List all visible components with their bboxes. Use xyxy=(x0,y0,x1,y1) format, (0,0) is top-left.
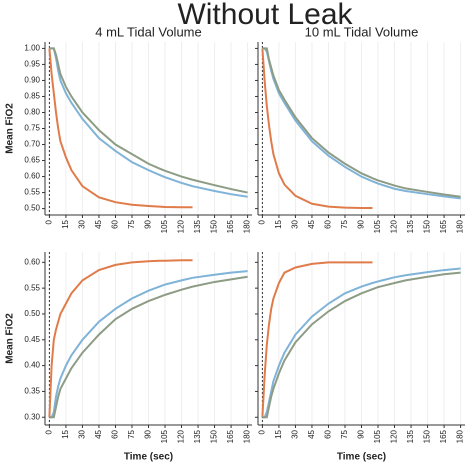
y-tick-label: 0.35 xyxy=(24,387,40,396)
x-tick-label: 90 xyxy=(144,219,153,228)
x-tick-label: 150 xyxy=(423,219,432,233)
y-tick-label: 0.60 xyxy=(24,172,40,181)
x-tick-label: 45 xyxy=(94,219,103,228)
y-tick-label: 0.75 xyxy=(24,124,40,133)
y-axis-label: Mean FiO2 xyxy=(5,103,16,154)
x-tick-label: 135 xyxy=(406,219,415,233)
y-tick-label: 0.55 xyxy=(24,188,40,197)
data-line xyxy=(49,270,248,419)
x-tick-label: 30 xyxy=(291,219,300,228)
y-tick-label: 0.70 xyxy=(24,140,40,149)
y-tick-label: 0.45 xyxy=(24,335,40,344)
data-line xyxy=(48,259,193,418)
y-axis-label: Mean FiO2 xyxy=(5,313,16,364)
x-tick-label: 75 xyxy=(127,219,136,228)
y-tick-label: 0.50 xyxy=(24,309,40,318)
x-tick-label: 60 xyxy=(324,429,333,438)
x-tick-label: 165 xyxy=(226,429,235,443)
x-tick-label: 30 xyxy=(78,219,87,228)
y-tick-label: 1.00 xyxy=(24,44,40,53)
x-tick-label: 60 xyxy=(111,219,120,228)
data-line xyxy=(262,47,461,198)
x-tick-label: 0 xyxy=(45,429,54,434)
y-tick-label: 0.90 xyxy=(24,76,40,85)
x-tick-label: 165 xyxy=(226,219,235,233)
figure-title: Without Leak xyxy=(177,0,353,31)
x-tick-label: 15 xyxy=(61,429,70,438)
x-tick-label: 135 xyxy=(193,429,202,443)
x-tick-label: 150 xyxy=(210,219,219,233)
x-tick-label: 120 xyxy=(390,429,399,443)
data-line xyxy=(48,48,193,209)
data-line xyxy=(262,271,461,419)
x-tick-label: 45 xyxy=(307,429,316,438)
panel-title: 10 mL Tidal Volume xyxy=(305,24,419,39)
panel-title: 4 mL Tidal Volume xyxy=(95,24,201,39)
x-tick-label: 0 xyxy=(258,429,267,434)
y-tick-label: 0.55 xyxy=(24,283,40,292)
x-tick-label: 105 xyxy=(160,219,169,233)
x-tick-label: 180 xyxy=(456,429,465,443)
y-tick-label: 0.40 xyxy=(24,361,40,370)
y-tick-label: 0.30 xyxy=(24,412,40,421)
x-tick-label: 135 xyxy=(193,219,202,233)
data-line xyxy=(49,47,248,194)
x-tick-label: 90 xyxy=(357,429,366,438)
y-tick-label: 0.85 xyxy=(24,92,40,101)
x-tick-label: 15 xyxy=(274,429,283,438)
x-tick-label: 105 xyxy=(160,429,169,443)
x-tick-label: 15 xyxy=(274,219,283,228)
y-tick-label: 0.65 xyxy=(24,156,40,165)
x-tick-label: 75 xyxy=(340,429,349,438)
x-tick-label: 60 xyxy=(111,429,120,438)
x-tick-label: 15 xyxy=(61,219,70,228)
x-tick-label: 75 xyxy=(127,429,136,438)
x-tick-label: 60 xyxy=(324,219,333,228)
x-tick-label: 165 xyxy=(439,219,448,233)
x-tick-label: 180 xyxy=(456,219,465,233)
x-tick-label: 30 xyxy=(291,429,300,438)
x-tick-label: 0 xyxy=(45,219,54,224)
x-tick-label: 105 xyxy=(373,219,382,233)
y-tick-label: 0.50 xyxy=(24,204,40,213)
x-tick-label: 165 xyxy=(439,429,448,443)
data-line xyxy=(261,48,373,209)
data-line xyxy=(262,267,461,419)
x-axis-label: Time (sec) xyxy=(124,452,173,463)
y-tick-label: 0.60 xyxy=(24,257,40,266)
data-line xyxy=(261,261,373,418)
x-tick-label: 45 xyxy=(94,429,103,438)
x-tick-label: 150 xyxy=(423,429,432,443)
x-tick-label: 90 xyxy=(144,429,153,438)
x-tick-label: 0 xyxy=(258,219,267,224)
x-tick-label: 120 xyxy=(177,219,186,233)
x-tick-label: 150 xyxy=(210,429,219,443)
x-tick-label: 75 xyxy=(340,219,349,228)
x-tick-label: 105 xyxy=(373,429,382,443)
x-axis-label: Time (sec) xyxy=(337,452,386,463)
x-tick-label: 180 xyxy=(243,429,252,443)
x-tick-label: 120 xyxy=(177,429,186,443)
x-tick-label: 180 xyxy=(243,219,252,233)
x-tick-label: 30 xyxy=(78,429,87,438)
y-tick-label: 0.95 xyxy=(24,60,40,69)
y-tick-label: 0.80 xyxy=(24,108,40,117)
x-tick-label: 90 xyxy=(357,219,366,228)
data-line xyxy=(49,275,248,419)
x-tick-label: 120 xyxy=(390,219,399,233)
x-tick-label: 45 xyxy=(307,219,316,228)
x-tick-label: 135 xyxy=(406,429,415,443)
